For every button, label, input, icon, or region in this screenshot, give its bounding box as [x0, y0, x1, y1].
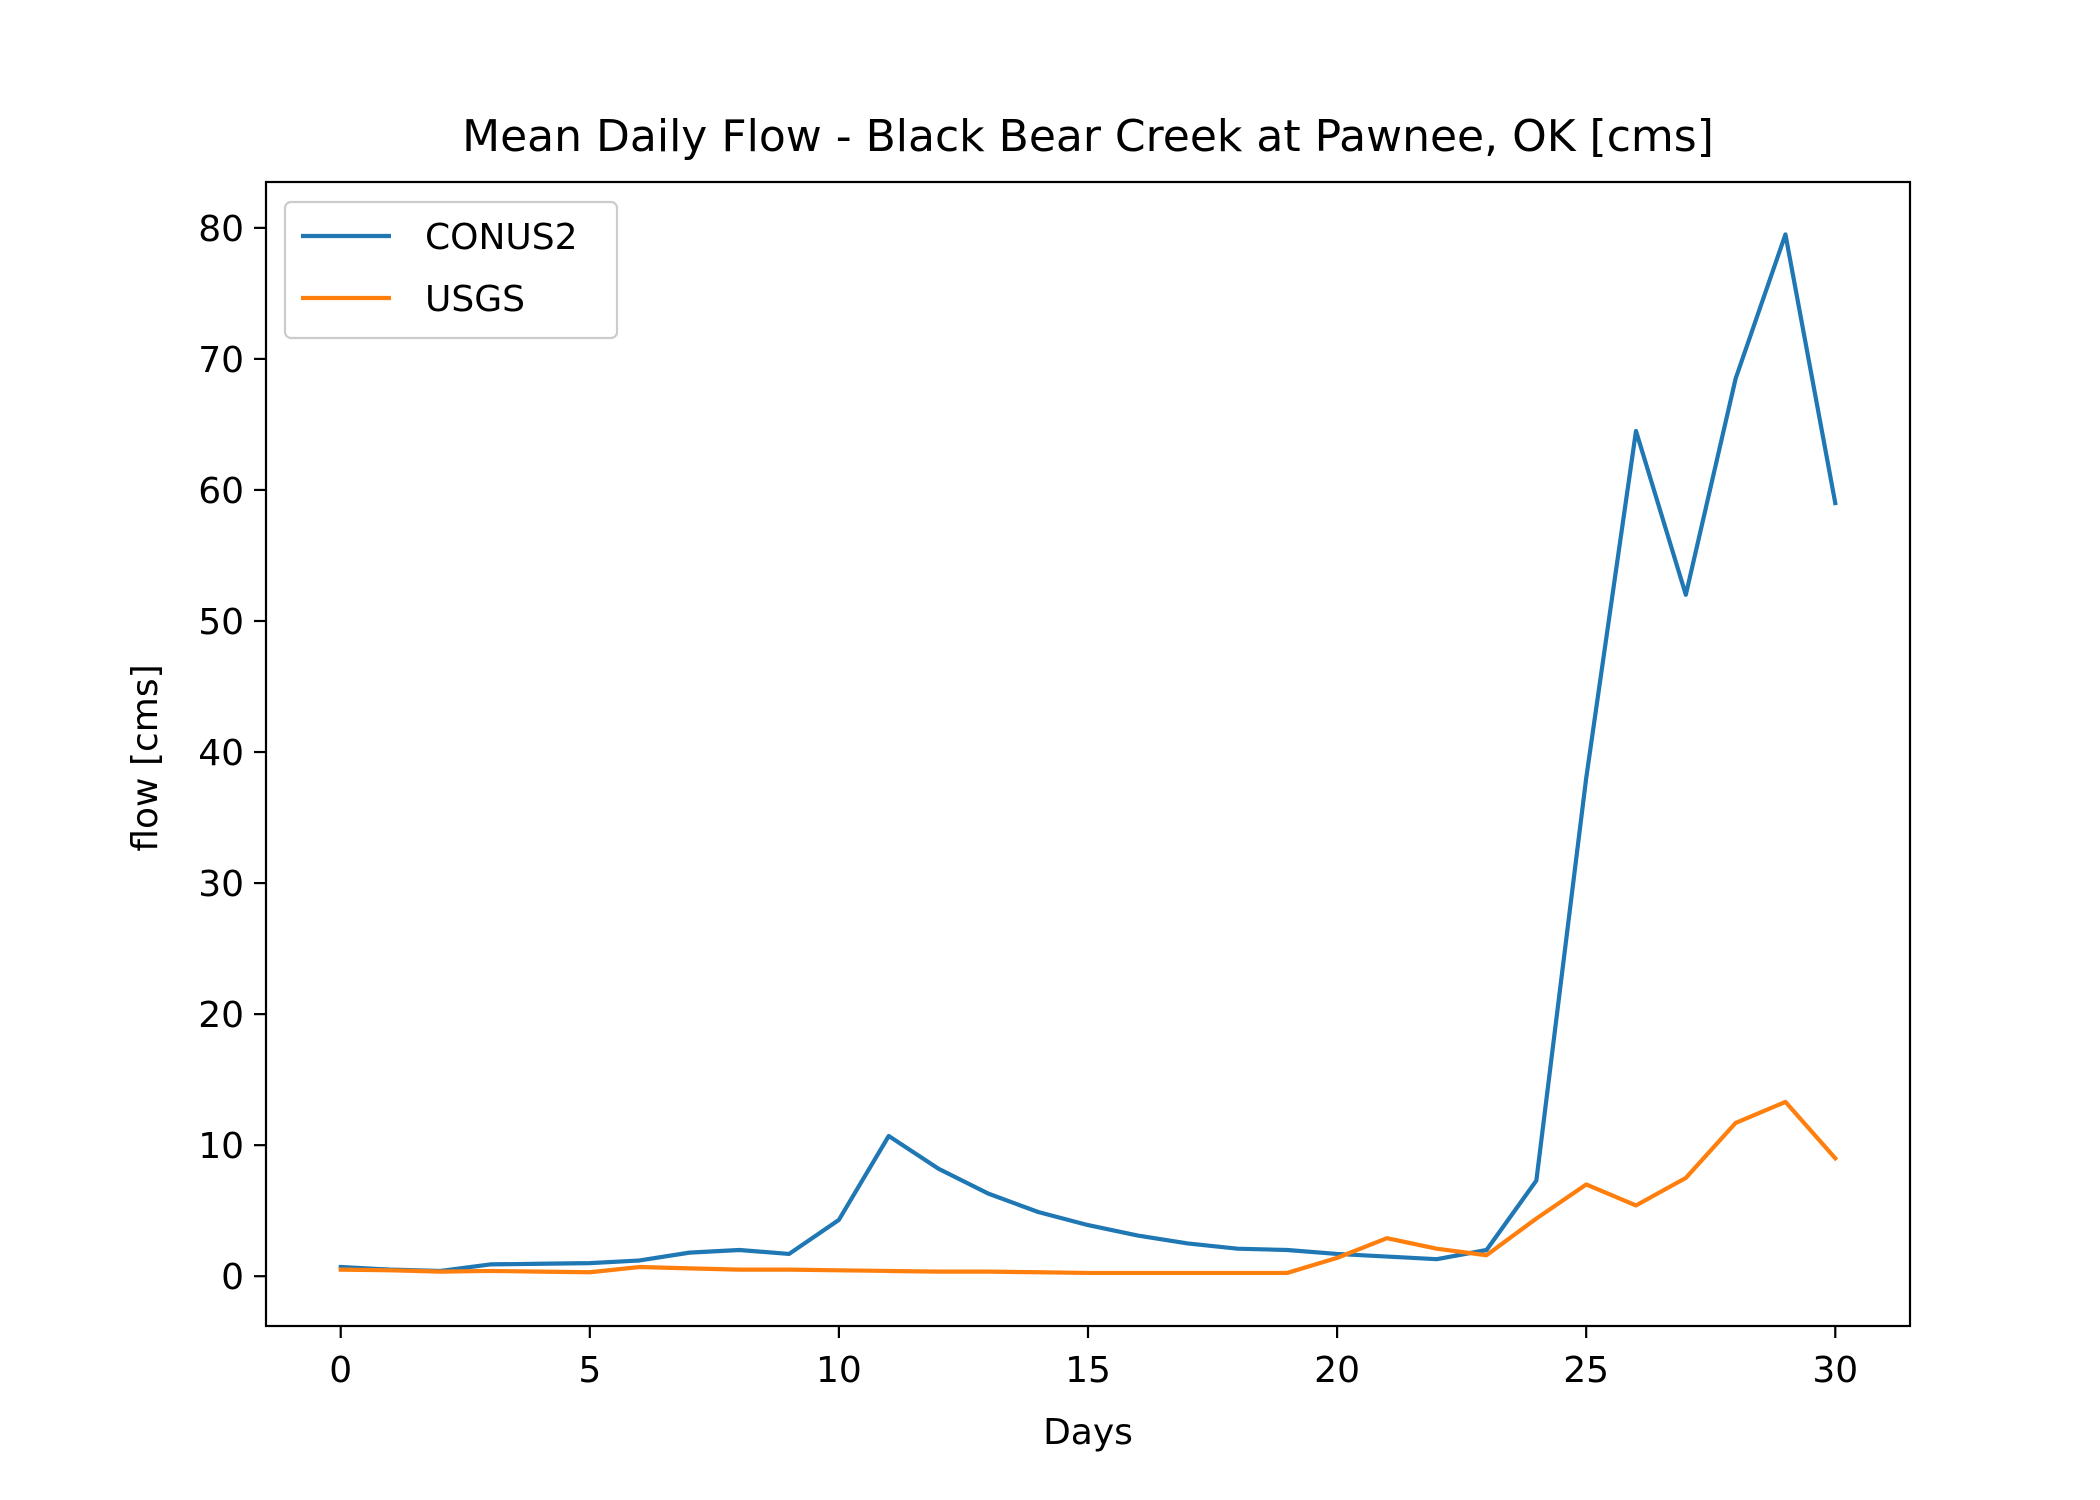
series-group: [338, 232, 1839, 1276]
x-tick-label: 10: [816, 1350, 862, 1391]
x-axis-label: Days: [1043, 1412, 1133, 1453]
y-tick-label: 70: [198, 340, 244, 381]
y-tick-label: 80: [198, 209, 244, 250]
plot-area: 0 5 10 15 20 25 30 0 10 20 30 40 50 60 70 80: [198, 180, 1912, 1391]
y-tick-label: 40: [198, 733, 244, 774]
chart-title: Mean Daily Flow - Black Bear Creek at Pa…: [462, 111, 1714, 162]
y-tick-label: 10: [198, 1126, 244, 1167]
y-tick-label: 0: [221, 1257, 244, 1298]
series-line-usgs: [338, 1099, 1839, 1276]
x-tick-label: 5: [578, 1350, 601, 1391]
x-tick-label: 30: [1812, 1350, 1858, 1391]
y-tick-label: 30: [198, 864, 244, 905]
y-axis-label: flow [cms]: [125, 664, 166, 851]
legend-label-conus2: CONUS2: [425, 217, 578, 258]
y-tick-label: 20: [198, 995, 244, 1036]
x-tick-label: 20: [1314, 1350, 1360, 1391]
y-tick-label: 50: [198, 602, 244, 643]
legend: CONUS2 USGS: [283, 200, 619, 340]
y-tick-label: 60: [198, 471, 244, 512]
series-line-conus2: [338, 232, 1838, 1274]
x-tick-label: 25: [1563, 1350, 1609, 1391]
legend-label-usgs: USGS: [425, 279, 525, 320]
x-tick-label: 15: [1065, 1350, 1111, 1391]
x-tick-label: 0: [329, 1350, 352, 1391]
